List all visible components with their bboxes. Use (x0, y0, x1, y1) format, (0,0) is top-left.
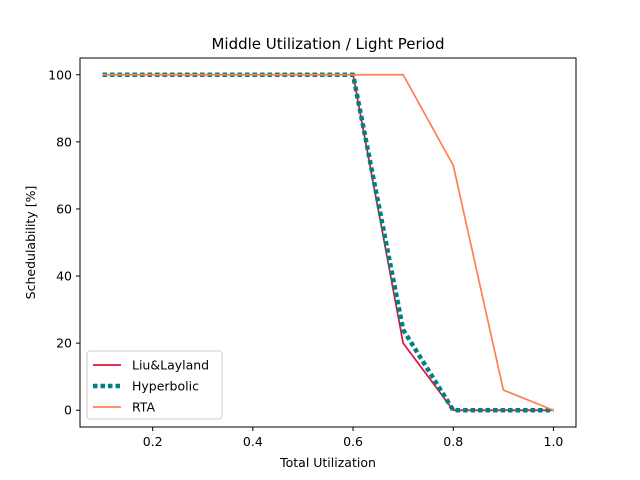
x-tick-label: 1.0 (544, 434, 564, 449)
x-axis-ticks: 0.2 0.4 0.6 0.8 1.0 (143, 427, 564, 449)
x-tick-label: 0.6 (343, 434, 363, 449)
plot-frame (79, 57, 577, 428)
legend-box (86, 350, 223, 420)
y-tick-label: 20 (56, 336, 72, 351)
x-tick-label: 0.8 (443, 434, 463, 449)
legend-label: Hyperbolic (132, 379, 199, 394)
x-axis-label: Total Utilization (279, 455, 376, 470)
y-tick-label: 60 (56, 201, 72, 216)
y-tick-label: 100 (48, 67, 72, 82)
x-tick-label: 0.2 (143, 434, 163, 449)
y-axis-label: Schedulability [%] (23, 186, 38, 300)
x-tick-label: 0.4 (243, 434, 263, 449)
series-line-rta (102, 73, 554, 412)
series-layer (102, 72, 554, 413)
legend-label: Liu&Layland (132, 358, 209, 373)
legend-label: RTA (132, 400, 155, 415)
y-tick-label: 40 (56, 269, 72, 284)
y-axis-ticks: 0 20 40 60 80 100 (48, 67, 80, 418)
chart-title: Middle Utilization / Light Period (211, 35, 444, 53)
y-tick-label: 0 (64, 403, 72, 418)
legend: Liu&Layland Hyperbolic RTA (86, 350, 223, 420)
y-tick-label: 80 (56, 134, 72, 149)
